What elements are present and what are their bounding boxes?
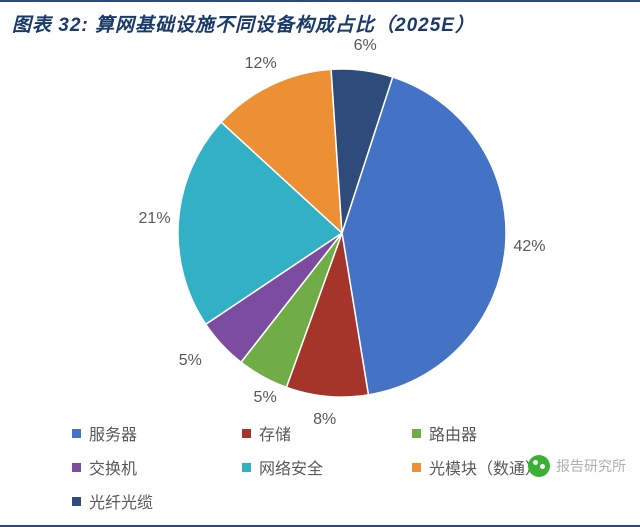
pie-chart: 42%8%5%5%21%12%6%: [12, 37, 628, 417]
watermark: 报告研究所: [528, 455, 626, 477]
slice-label: 12%: [245, 55, 277, 73]
legend-item: 服务器: [72, 421, 242, 445]
legend-label: 光模块（数通）: [429, 455, 541, 479]
legend-swatch: [412, 463, 421, 472]
chart-frame: 图表 32: 算网基础设施不同设备构成占比（2025E） 42% 8% 5% 5% 21…: [0, 0, 640, 527]
wechat-icon: [528, 455, 550, 477]
legend-item: 路由器: [412, 421, 582, 445]
legend-label: 交换机: [89, 455, 137, 479]
slice-label: 8%: [313, 411, 336, 429]
legend-swatch: [72, 429, 81, 438]
legend: 服务器 存储 路由器交换机 网络安全 光模块（数通） 光纤光缆: [72, 421, 592, 513]
slice-label: 5%: [254, 389, 277, 407]
chart-title: 图表 32: 算网基础设施不同设备构成占比（2025E）: [12, 10, 628, 37]
slice-label: 6%: [354, 37, 377, 55]
pie-svg: [12, 37, 628, 417]
legend-label: 路由器: [429, 421, 477, 445]
legend-swatch: [72, 463, 81, 472]
slice-label: 42%: [513, 238, 545, 256]
legend-label: 存储: [259, 421, 291, 445]
legend-swatch: [242, 429, 251, 438]
legend-label: 服务器: [89, 421, 137, 445]
legend-item: 光纤光缆: [72, 489, 242, 513]
legend-swatch: [72, 497, 81, 506]
legend-label: 网络安全: [259, 455, 323, 479]
legend-item: 交换机: [72, 455, 242, 479]
slice-label: 21%: [139, 210, 171, 228]
watermark-text: 报告研究所: [556, 456, 626, 476]
legend-swatch: [412, 429, 421, 438]
legend-label: 光纤光缆: [89, 489, 153, 513]
legend-item: 网络安全: [242, 455, 412, 479]
legend-swatch: [242, 463, 251, 472]
slice-label: 5%: [179, 352, 202, 370]
